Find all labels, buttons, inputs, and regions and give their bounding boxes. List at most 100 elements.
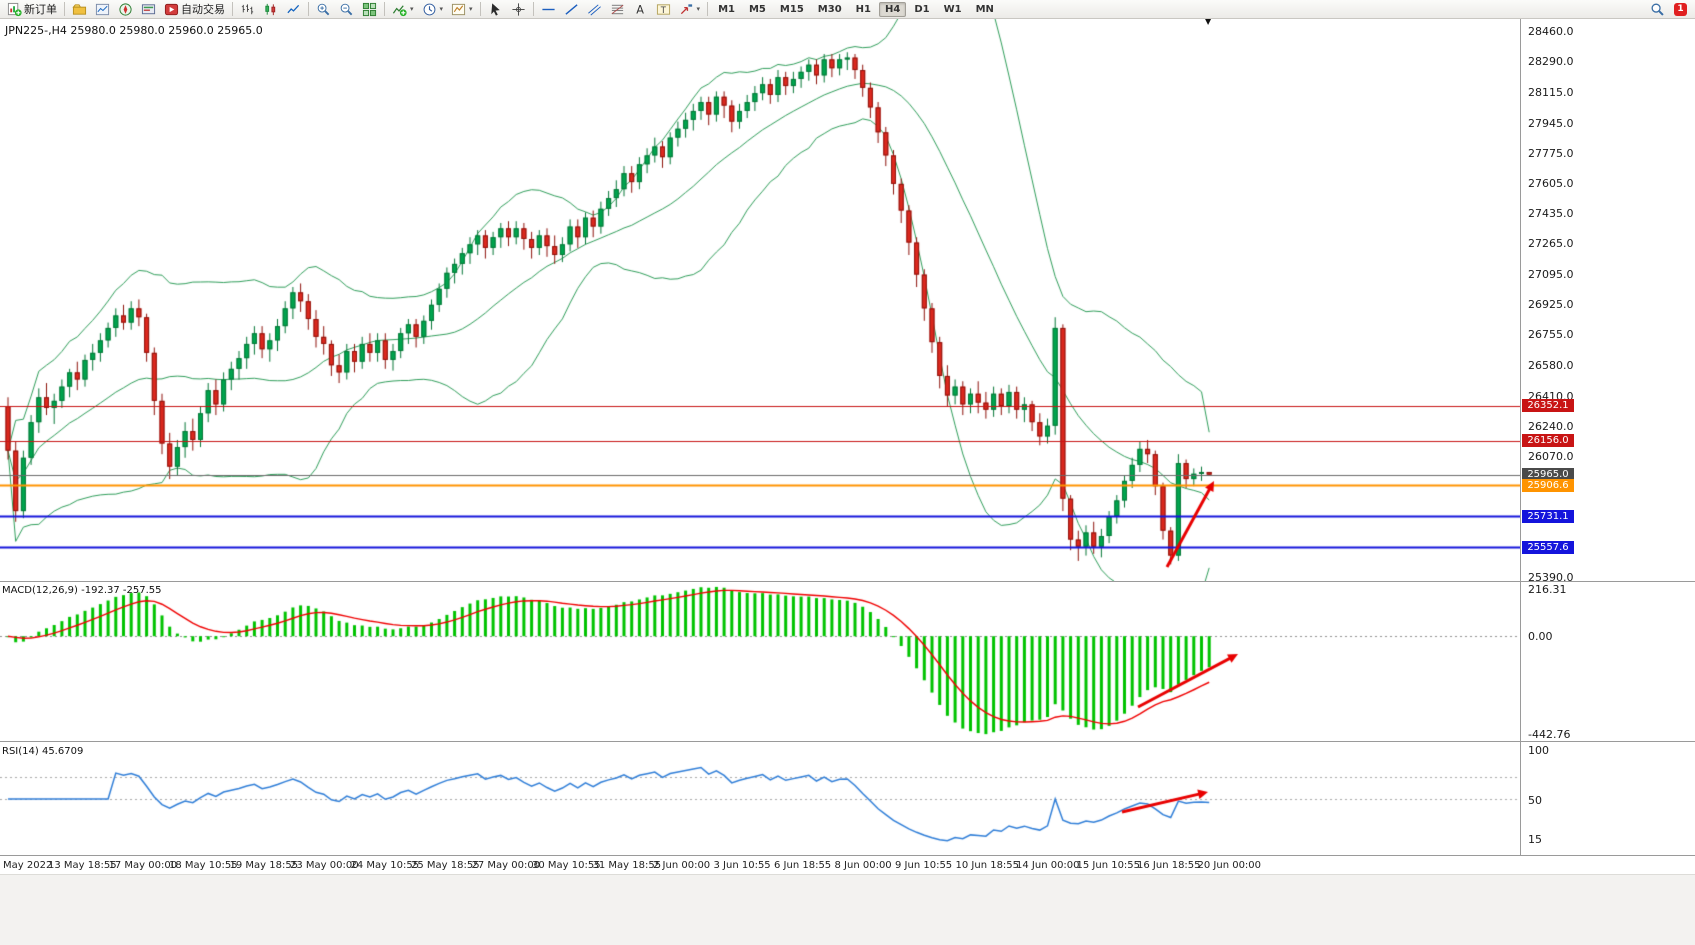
timeframe-H1-button[interactable]: H1 bbox=[855, 3, 871, 15]
time-tick-label: 9 Jun 10:55 bbox=[895, 860, 953, 871]
line-chart-icon bbox=[286, 2, 301, 17]
new-order-label: 新订单 bbox=[24, 2, 57, 16]
templates-button[interactable]: ▾ bbox=[447, 1, 477, 18]
search-button[interactable] bbox=[1646, 1, 1669, 18]
fibonacci-icon bbox=[610, 2, 625, 17]
time-tick-label: 25 May 18:55 bbox=[411, 860, 480, 871]
chevron-down-icon: ▾ bbox=[439, 5, 444, 13]
zoom-in-button[interactable] bbox=[312, 1, 335, 18]
time-axis[interactable]: May 2022 13 May 18:55 17 May 00:00 18 May 1… bbox=[0, 856, 1695, 874]
bar-chart-button[interactable] bbox=[236, 1, 259, 18]
text-label-button[interactable]: T bbox=[652, 1, 675, 18]
price-tick-label: 27945.0 bbox=[1528, 116, 1574, 130]
price-tick-label: 26925.0 bbox=[1528, 297, 1574, 311]
timeframe-M5-button[interactable]: M5 bbox=[748, 3, 766, 15]
profiles-icon bbox=[72, 2, 87, 17]
timeframe-M30-button[interactable]: M30 bbox=[817, 3, 842, 15]
line-chart-button[interactable] bbox=[282, 1, 305, 18]
toolbar-separator bbox=[532, 2, 534, 16]
search-icon bbox=[1650, 2, 1665, 17]
zoom-out-icon bbox=[339, 2, 354, 17]
new-order-icon bbox=[7, 2, 22, 17]
time-tick-label: 17 May 00:00 bbox=[108, 860, 178, 871]
hline-button[interactable] bbox=[537, 1, 560, 18]
time-tick-label: 23 May 00:00 bbox=[290, 860, 359, 871]
time-tick-label: 19 May 18:55 bbox=[229, 860, 299, 871]
time-tick-label: 8 Jun 00:00 bbox=[834, 860, 892, 871]
candle-chart-icon bbox=[263, 2, 278, 17]
auto-trading-icon bbox=[164, 2, 179, 17]
timeframe-D1-button[interactable]: D1 bbox=[914, 3, 930, 15]
chevron-down-icon: ▾ bbox=[469, 5, 473, 13]
trendline-button[interactable] bbox=[560, 1, 583, 18]
macd-scale-label: -442.76 bbox=[1528, 728, 1571, 741]
time-tick-label: 24 May 10:55 bbox=[350, 860, 420, 871]
timeframe-W1-button[interactable]: W1 bbox=[943, 3, 962, 15]
notification-badge[interactable]: 1 bbox=[1674, 2, 1687, 16]
rsi-indicator-label: RSI(14) 45.6709 bbox=[2, 746, 84, 757]
macd-scale-label: 216.31 bbox=[1528, 583, 1567, 596]
price-axis[interactable]: 28460.0 28290.0 28115.0 27945.0 27775.0 27605… bbox=[1520, 19, 1695, 874]
new-order-button[interactable]: 新订单 bbox=[3, 1, 61, 18]
chevron-down-icon: ▾ bbox=[696, 5, 701, 13]
fibonacci-button[interactable] bbox=[606, 1, 629, 18]
price-tick-label: 26240.0 bbox=[1528, 419, 1574, 433]
price-chart-canvas[interactable] bbox=[0, 19, 1520, 581]
timeframe-M1-button[interactable]: M1 bbox=[718, 3, 735, 15]
macd-scale-label: 0.00 bbox=[1528, 630, 1553, 644]
zoom-out-button[interactable] bbox=[335, 1, 358, 18]
time-tick-label: 30 May 10:55 bbox=[532, 860, 601, 871]
price-tick-label: 27435.0 bbox=[1528, 207, 1574, 221]
periods-icon bbox=[422, 2, 437, 17]
zoom-in-icon bbox=[316, 2, 331, 17]
text-button[interactable]: A bbox=[629, 1, 652, 18]
rsi-panel-canvas[interactable] bbox=[0, 743, 1520, 855]
time-tick-label: 13 May 18:55 bbox=[48, 860, 117, 871]
price-tick-label: 27605.0 bbox=[1528, 176, 1574, 190]
channel-button[interactable] bbox=[583, 1, 606, 18]
terminal-button[interactable] bbox=[137, 1, 160, 18]
panel-separator[interactable] bbox=[0, 581, 1695, 582]
toolbar-separator bbox=[308, 2, 309, 16]
text-label-icon: T bbox=[656, 2, 671, 17]
tile-windows-button[interactable] bbox=[358, 1, 381, 18]
support-level-price-label: 25557.6 bbox=[1522, 540, 1574, 554]
panel-separator[interactable] bbox=[0, 741, 1695, 742]
panel-separator bbox=[0, 855, 1695, 856]
candle-chart-button[interactable] bbox=[259, 1, 282, 18]
arrows-button[interactable]: ▾ bbox=[675, 1, 705, 18]
price-tick-label: 28290.0 bbox=[1528, 55, 1574, 69]
channel-icon bbox=[587, 2, 602, 17]
auto-trading-button[interactable]: 自动交易 bbox=[160, 1, 229, 18]
timeframe-M15-button[interactable]: M15 bbox=[779, 3, 804, 15]
periods-button[interactable]: ▾ bbox=[418, 1, 448, 18]
cursor-button[interactable] bbox=[484, 1, 507, 18]
navigator-icon bbox=[118, 2, 133, 17]
market-watch-button[interactable] bbox=[91, 1, 114, 18]
time-tick-label: 2 Jun 00:00 bbox=[653, 860, 711, 871]
price-tick-label: 26070.0 bbox=[1528, 449, 1574, 463]
macd-panel-canvas[interactable] bbox=[0, 582, 1520, 740]
terminal-icon bbox=[141, 2, 156, 17]
toolbar-separator bbox=[64, 2, 65, 16]
timeframe-MN-button[interactable]: MN bbox=[975, 3, 994, 15]
price-tick-label: 26580.0 bbox=[1528, 359, 1574, 373]
time-tick-label: 14 Jun 00:00 bbox=[1016, 860, 1080, 871]
resistance-level-price-label: 26156.0 bbox=[1522, 434, 1574, 448]
indicators-button[interactable]: ▾ bbox=[388, 1, 418, 18]
timeframe-H4-button[interactable]: H4 bbox=[878, 1, 907, 17]
market-watch-icon bbox=[95, 2, 110, 17]
bar-chart-icon bbox=[240, 2, 255, 17]
toolbar-separator bbox=[707, 2, 709, 16]
window-bottom-area bbox=[0, 874, 1695, 945]
time-tick-label: 16 Jun 18:55 bbox=[1137, 860, 1201, 871]
crosshair-button[interactable] bbox=[507, 1, 530, 18]
profiles-button[interactable] bbox=[68, 1, 91, 18]
time-tick-label: 10 Jun 18:55 bbox=[955, 860, 1020, 871]
navigator-button[interactable] bbox=[114, 1, 137, 18]
trendline-icon bbox=[564, 2, 579, 17]
hline-icon bbox=[541, 2, 556, 17]
toolbar-separator bbox=[479, 2, 481, 16]
pivot-level-price-label: 25906.6 bbox=[1522, 478, 1574, 492]
